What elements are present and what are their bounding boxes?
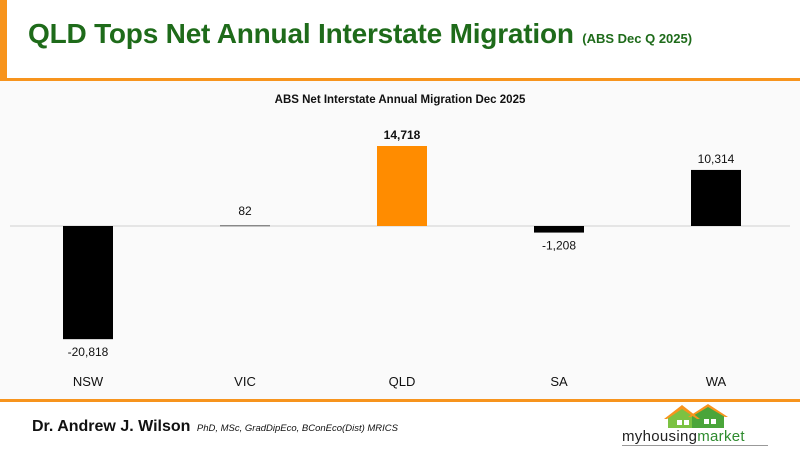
bar-vic [220,225,270,227]
data-label-wa: 10,314 [698,152,735,166]
logo: myhousingmarket [618,404,778,448]
logo-text-b: market [697,428,745,445]
logo-text-a: myhousing [622,428,698,445]
x-tick-wa: WA [706,374,727,389]
bar-nsw [63,226,113,340]
house-icon [664,404,728,428]
x-tick-qld: QLD [389,374,416,389]
data-label-qld: 14,718 [384,128,421,142]
logo-text: myhousingmarket [622,428,745,445]
chart-title: ABS Net Interstate Annual Migration Dec … [275,94,526,106]
data-label-nsw: -20,818 [68,345,109,359]
header: QLD Tops Net Annual Interstate Migration… [0,0,800,78]
x-tick-vic: VIC [234,374,256,389]
chart-panel: ABS Net Interstate Annual Migration Dec … [0,81,800,399]
bottom-divider [0,399,800,402]
author-name: Dr. Andrew J. Wilson [32,418,191,435]
top-divider [0,78,800,81]
bar-qld [377,146,427,226]
title-main: QLD Tops Net Annual Interstate Migration [28,18,574,49]
data-label-sa: -1,208 [542,239,576,253]
title-subtitle: (ABS Dec Q 2025) [582,31,693,46]
logo-underline [622,445,768,446]
footer: Dr. Andrew J. Wilson PhD, MSc, GradDipEc… [0,402,800,451]
page-title: QLD Tops Net Annual Interstate Migration… [28,18,692,50]
bar-wa [691,169,741,226]
bar-chart: ABS Net Interstate Annual Migration Dec … [10,94,790,389]
data-label-vic: 82 [238,204,252,218]
x-tick-sa: SA [550,374,568,389]
accent-bar [0,0,7,78]
x-tick-nsw: NSW [73,374,104,389]
author: Dr. Andrew J. Wilson PhD, MSc, GradDipEc… [32,418,398,436]
bar-sa [534,226,584,233]
author-credentials: PhD, MSc, GradDipEco, BConEco(Dist) MRIC… [196,423,398,434]
